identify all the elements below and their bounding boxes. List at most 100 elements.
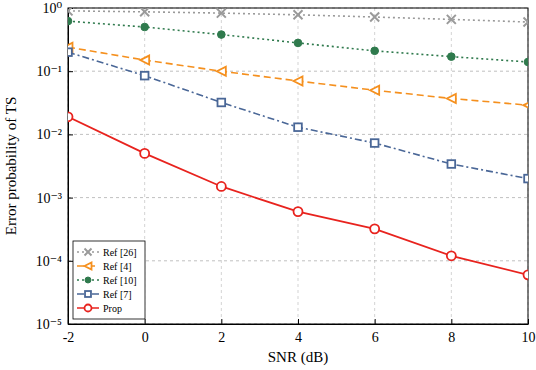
- marker: [370, 224, 379, 233]
- series: [68, 8, 528, 27]
- marker: [447, 251, 456, 260]
- tick-mark: [221, 319, 222, 324]
- legend-entry: Prop: [77, 303, 122, 314]
- series-line: [68, 11, 528, 22]
- series-line: [68, 52, 528, 178]
- y-axis-title: Error probability of TS: [3, 97, 19, 235]
- tick-mark: [298, 319, 299, 324]
- grid-line: [374, 8, 375, 324]
- marker: [370, 13, 379, 22]
- marker: [294, 123, 302, 131]
- x-axis: -2 0 2 4 6 8 10: [63, 319, 536, 345]
- series-line: [68, 21, 528, 62]
- grid-line: [68, 71, 528, 72]
- marker: [447, 94, 456, 103]
- marker: [448, 53, 456, 61]
- legend-label: Ref [26]: [103, 247, 137, 258]
- tick-mark: [451, 319, 452, 324]
- x-axis-title: SNR (dB): [268, 349, 328, 366]
- legend-entry: Ref [10]: [77, 275, 137, 286]
- series-layer: [68, 8, 528, 279]
- tick-mark: [68, 71, 73, 72]
- marker: [218, 31, 226, 39]
- tick: 0: [142, 319, 149, 345]
- legend-marker: [85, 249, 92, 256]
- marker: [294, 76, 303, 85]
- marker: [217, 67, 226, 76]
- grid-line: [68, 134, 528, 135]
- legend-entry: Ref [4]: [77, 261, 132, 272]
- marker: [68, 8, 73, 15]
- legend: Ref [26] Ref [4] Ref [10] Ref [7] Prop: [73, 241, 145, 319]
- legend-marker: [85, 277, 91, 283]
- marker: [68, 48, 72, 56]
- legend-entry: Ref [7]: [77, 289, 132, 300]
- marker: [141, 23, 149, 31]
- series: [68, 43, 528, 110]
- legend-box: [73, 241, 145, 319]
- marker: [524, 101, 529, 110]
- marker: [140, 149, 149, 158]
- chart: -2 0 2 4 6 8 10 10⁻⁵ 10⁻⁴ 10⁻³ 10⁻² 10⁻¹ 10⁰ Ref [26]…: [0, 0, 536, 370]
- y-axis: 10⁻⁵ 10⁻⁴ 10⁻³ 10⁻² 10⁻¹ 10⁰: [36, 1, 73, 332]
- grid-line: [298, 8, 299, 324]
- tick-label: -2: [63, 330, 75, 345]
- marker: [524, 175, 528, 183]
- marker: [294, 10, 303, 19]
- tick-label: 10⁻²: [36, 127, 62, 142]
- legend-label: Ref [4]: [103, 261, 132, 272]
- marker: [68, 112, 73, 121]
- legend-label: Ref [7]: [103, 289, 132, 300]
- tick-label: 10⁻³: [36, 191, 62, 206]
- marker: [524, 270, 529, 279]
- marker: [217, 182, 226, 191]
- tick: 8: [448, 319, 455, 345]
- tick-label: 4: [295, 330, 302, 345]
- marker: [447, 15, 456, 24]
- legend-label: Ref [10]: [103, 275, 137, 286]
- tick: 4: [295, 319, 302, 345]
- tick-label: 10⁰: [42, 1, 62, 16]
- marker: [370, 86, 379, 95]
- grid: [68, 8, 528, 324]
- legend-marker: [85, 291, 91, 297]
- tick: 10⁻⁴: [36, 254, 73, 269]
- tick-label: 10⁻⁵: [36, 317, 62, 332]
- marker: [524, 58, 528, 66]
- tick-mark: [375, 319, 376, 324]
- series: [68, 48, 528, 182]
- marker: [141, 72, 149, 80]
- grid-line: [221, 8, 222, 324]
- tick-label: 6: [372, 330, 379, 345]
- tick-label: 10: [522, 330, 536, 345]
- plot-area: -2 0 2 4 6 8 10 10⁻⁵ 10⁻⁴ 10⁻³ 10⁻² 10⁻¹ 10⁰ Ref [26]…: [36, 1, 536, 345]
- tick-label: 2: [218, 330, 225, 345]
- tick-label: 8: [448, 330, 455, 345]
- tick-mark: [68, 261, 73, 262]
- legend-marker: [85, 263, 92, 270]
- tick-mark: [68, 198, 73, 199]
- series: [68, 17, 528, 65]
- marker: [294, 207, 303, 216]
- tick: 2: [218, 319, 225, 345]
- marker: [217, 9, 226, 18]
- marker: [524, 18, 529, 27]
- legend-entry: Ref [26]: [77, 247, 137, 258]
- marker: [294, 39, 302, 47]
- grid-line: [68, 197, 528, 198]
- tick-mark: [145, 319, 146, 324]
- tick: 6: [372, 319, 379, 345]
- marker: [140, 56, 149, 65]
- tick-label: 10⁻⁴: [36, 254, 62, 269]
- marker: [371, 47, 379, 55]
- marker: [140, 8, 149, 16]
- plot-frame: [68, 8, 528, 324]
- marker: [371, 139, 379, 147]
- tick-label: 0: [142, 330, 149, 345]
- marker: [218, 99, 226, 107]
- tick-mark: [68, 134, 73, 135]
- series-line: [68, 47, 528, 105]
- marker: [448, 160, 456, 168]
- tick-label: 10⁻¹: [36, 64, 62, 79]
- marker: [68, 17, 72, 25]
